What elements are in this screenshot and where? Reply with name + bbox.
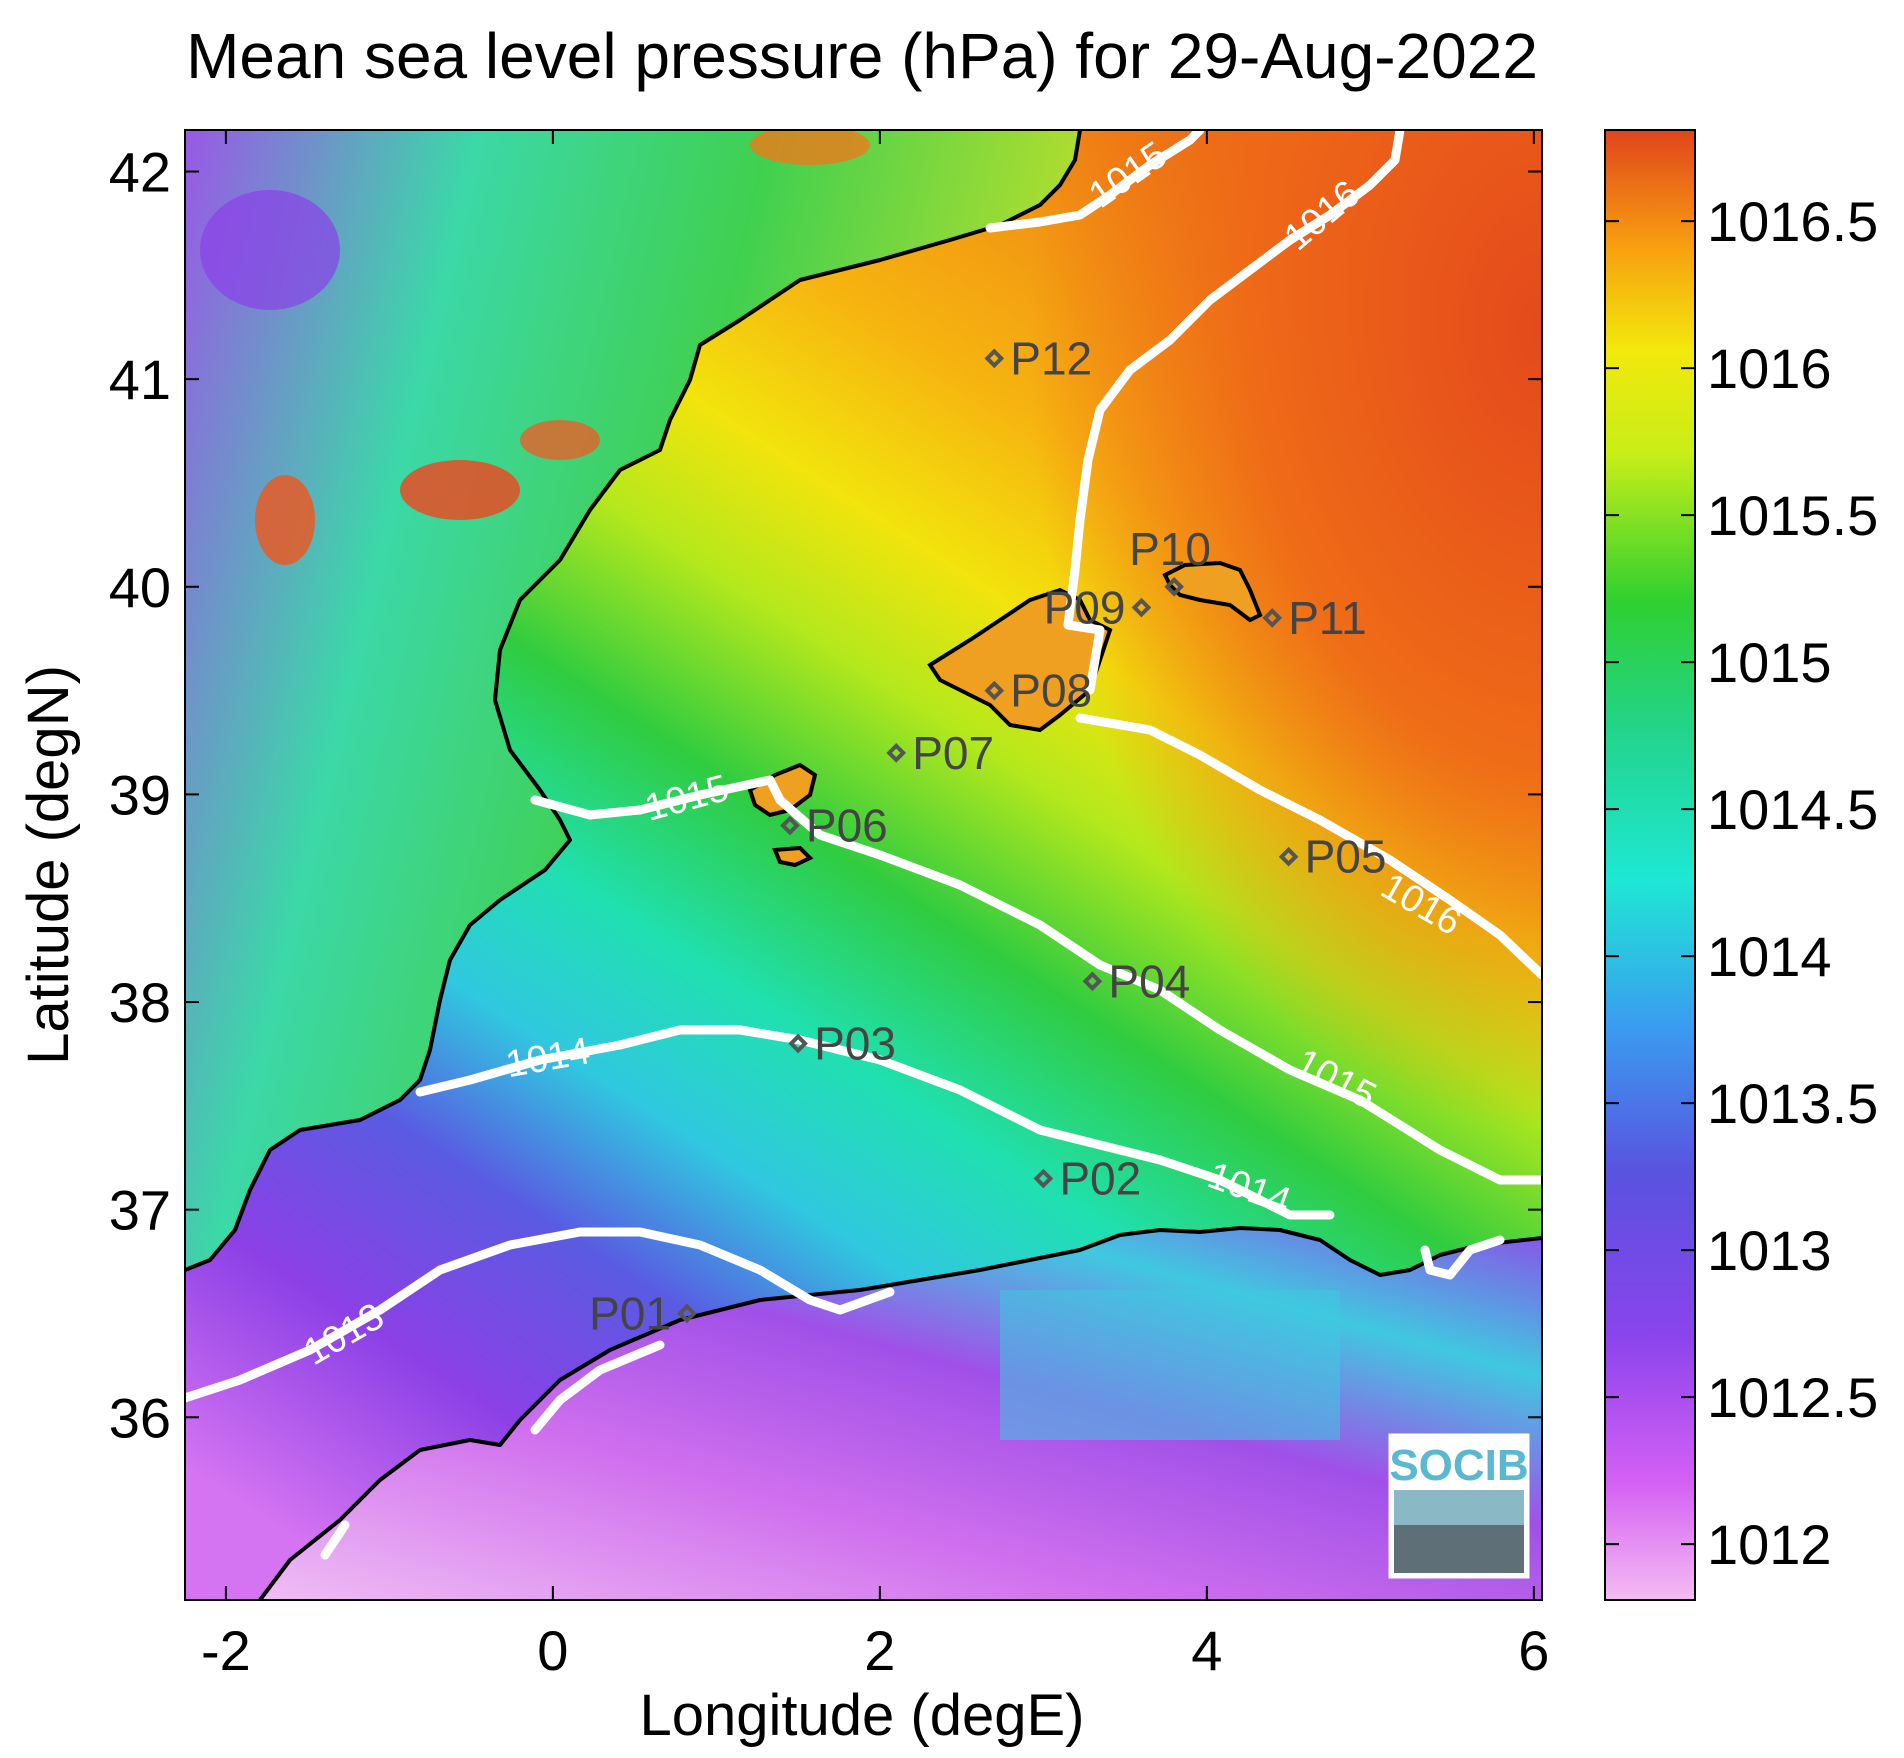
iberia-cool-patch xyxy=(200,190,340,310)
colorbar-tick-label: 1013 xyxy=(1707,1219,1832,1282)
iberia-warm-patch xyxy=(750,130,870,165)
iberia-coastline xyxy=(185,130,1082,1272)
menorca-island xyxy=(1162,560,1263,623)
station-p09: P09 xyxy=(1044,582,1152,634)
station-label: P02 xyxy=(1059,1153,1141,1205)
station-p02: P02 xyxy=(1033,1153,1141,1205)
station-marker xyxy=(780,815,800,836)
station-marker xyxy=(1262,608,1283,628)
iberia-warm-patch xyxy=(255,475,315,565)
station-label: P07 xyxy=(912,727,994,779)
iberia-land xyxy=(185,130,1080,1270)
station-label: P12 xyxy=(1010,332,1092,384)
isobar-1015-north xyxy=(985,130,1205,233)
colorbar-ticks: 1016.5 1016 1015.5 1015 1014.5 1014 1013.5 1013… xyxy=(1605,190,1878,1576)
y-tick-label: 41 xyxy=(109,348,171,411)
station-marker xyxy=(677,1303,697,1324)
colorbar-tick-label: 1016 xyxy=(1707,337,1832,400)
station-marker xyxy=(1082,971,1103,992)
colorbar-tick-label: 1016.5 xyxy=(1707,190,1878,253)
colorbar: 1016.5 1016 1015.5 1015 1014.5 1014 1013.5 1013… xyxy=(1604,129,1878,1601)
isobar-1013-south xyxy=(320,1340,665,1560)
station-label: P06 xyxy=(806,800,888,852)
colorbar-tick-label: 1015 xyxy=(1707,631,1832,694)
colorbar-tick-label: 1014.5 xyxy=(1707,778,1878,841)
isobar-1015 xyxy=(530,775,1542,1185)
station-marker xyxy=(1033,1168,1054,1189)
isobar-1014 xyxy=(415,1025,1335,1220)
station-label: P11 xyxy=(1288,592,1366,644)
station-p05: P05 xyxy=(1278,831,1387,883)
socib-logo: SOCIB xyxy=(1388,1433,1530,1579)
station-p11: P11 xyxy=(1262,592,1367,644)
plot-frame xyxy=(184,129,1543,1601)
colorbar-gradient xyxy=(1604,129,1696,1601)
station-marker xyxy=(788,1033,808,1054)
station-label: P10 xyxy=(1129,523,1211,575)
africa-cyan-patch xyxy=(1000,1290,1340,1440)
x-tick-label: 0 xyxy=(537,1619,568,1682)
colorbar-tick-label: 1015.5 xyxy=(1707,484,1878,547)
station-marker xyxy=(886,743,907,763)
station-label: P05 xyxy=(1305,831,1387,883)
logo-text: SOCIB xyxy=(1389,1441,1528,1490)
y-tick-label: 36 xyxy=(109,1386,171,1449)
x-tick-label: -2 xyxy=(201,1619,251,1682)
station-p06: P06 xyxy=(780,800,888,852)
station-p03: P03 xyxy=(788,1018,896,1070)
y-tick-label: 37 xyxy=(109,1179,171,1242)
station-marker xyxy=(984,680,1005,701)
ibiza-island xyxy=(747,762,818,818)
isobar-1016 xyxy=(1063,130,1405,695)
station-label: P04 xyxy=(1108,955,1190,1007)
colorbar-tick-label: 1013.5 xyxy=(1707,1072,1878,1135)
y-axis-label: Latitude (degN) xyxy=(16,665,81,1065)
station-p10: P10 xyxy=(1129,523,1211,597)
y-tick-label: 38 xyxy=(109,971,171,1034)
x-tick-label: 4 xyxy=(1191,1619,1222,1682)
chart-title: Mean sea level pressure (hPa) for 29-Aug… xyxy=(186,20,1538,92)
station-marker xyxy=(1164,576,1184,597)
y-axis: 42 41 40 39 38 37 36 xyxy=(109,141,1542,1449)
station-marker xyxy=(984,348,1005,369)
station-p08: P08 xyxy=(984,665,1092,717)
station-marker xyxy=(1278,846,1299,867)
africa-coastline xyxy=(258,1226,1542,1600)
station-label: P01 xyxy=(589,1287,671,1339)
y-tick-label: 42 xyxy=(109,141,171,204)
station-marker xyxy=(1131,597,1152,618)
station-p04: P04 xyxy=(1082,955,1190,1007)
isobar-1013 xyxy=(185,1227,895,1403)
station-label: P09 xyxy=(1044,582,1126,634)
x-tick-label: 6 xyxy=(1518,1619,1549,1682)
station-p12: P12 xyxy=(984,332,1092,384)
station-label: P03 xyxy=(814,1018,896,1070)
isobar-1016-south xyxy=(1075,713,1542,980)
x-tick-label: 2 xyxy=(864,1619,895,1682)
map-plot-area: 1013 1014 1014 1015 1015 1015 1016 1016 … xyxy=(185,130,1542,1600)
colorbar-tick-label: 1012.5 xyxy=(1707,1366,1878,1429)
station-p01: P01 xyxy=(589,1287,697,1339)
y-tick-label: 40 xyxy=(109,556,171,619)
colorbar-tick-label: 1012 xyxy=(1707,1513,1832,1576)
colorbar-tick-label: 1014 xyxy=(1707,925,1832,988)
iberia-warm-patch xyxy=(520,420,600,460)
station-label: P08 xyxy=(1010,665,1092,717)
x-axis: -2 0 2 4 6 xyxy=(201,130,1549,1682)
formentera-island xyxy=(772,845,814,868)
x-axis-label: Longitude (degE) xyxy=(640,1683,1085,1748)
isobar-1014-east xyxy=(1420,1235,1505,1280)
iberia-warm-patch xyxy=(400,460,520,520)
y-tick-label: 39 xyxy=(109,763,171,826)
station-p07: P07 xyxy=(886,727,994,779)
